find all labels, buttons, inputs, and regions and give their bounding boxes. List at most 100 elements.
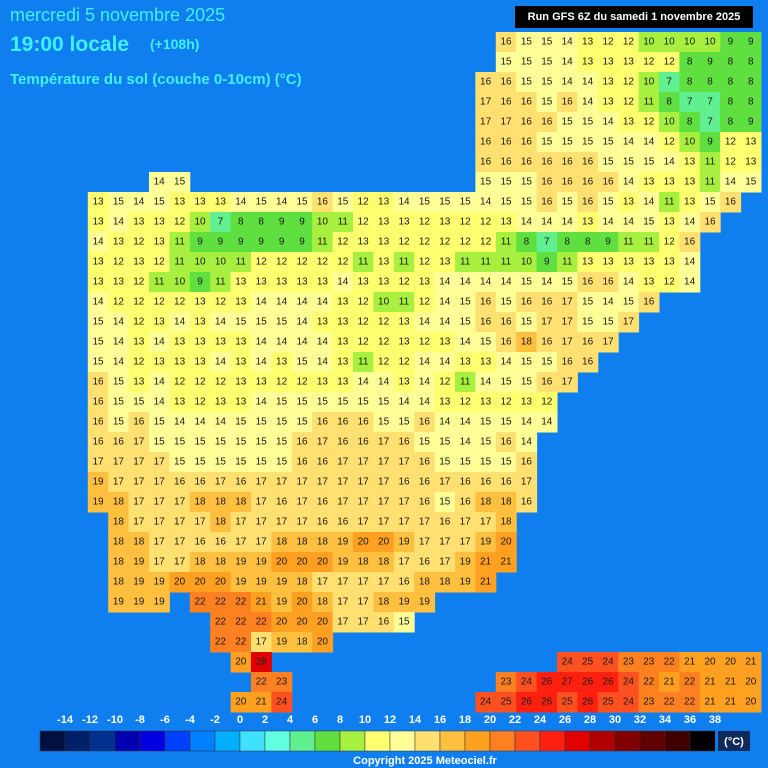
- cell-value: 12: [398, 277, 410, 288]
- grid-cell: [475, 472, 497, 493]
- cell-value: 13: [398, 337, 410, 348]
- cell-value: 24: [602, 657, 614, 668]
- grid-cell: [618, 252, 640, 273]
- grid-cell: [393, 252, 415, 273]
- cell-value: 14: [602, 117, 614, 128]
- grid-cell: [210, 612, 232, 633]
- cell-value: 9: [544, 257, 550, 268]
- cell-value: 16: [378, 617, 390, 628]
- grid-cell: [516, 112, 538, 133]
- cell-value: 13: [684, 177, 696, 188]
- cell-value: 15: [745, 177, 757, 188]
- run-box: [515, 6, 753, 28]
- cell-value: 15: [154, 417, 166, 428]
- cell-value: 18: [500, 517, 512, 528]
- grid-cell: [332, 292, 354, 313]
- grid-cell: [271, 332, 293, 353]
- cell-value: 11: [501, 257, 512, 268]
- cell-value: 17: [562, 377, 574, 388]
- cell-value: 17: [174, 537, 186, 548]
- grid-cell: [291, 192, 313, 213]
- grid-cell: [128, 412, 150, 433]
- grid-cell: [557, 92, 578, 113]
- grid-cell: [638, 272, 660, 293]
- cell-value: 15: [521, 277, 533, 288]
- cell-value: 15: [521, 57, 533, 68]
- cell-value: 14: [113, 317, 125, 328]
- grid-cell: [87, 412, 109, 433]
- cell-value: 14: [113, 217, 125, 228]
- grid-cell: [618, 132, 640, 153]
- cell-value: 17: [378, 517, 390, 528]
- grid-cell: [373, 192, 395, 213]
- grid-cell: [557, 332, 578, 353]
- grid-cell: [210, 532, 232, 553]
- grid-cell: [699, 692, 721, 713]
- cell-value: 12: [623, 77, 635, 88]
- grid-cell: [659, 192, 680, 213]
- grid-cell: [291, 492, 313, 513]
- cell-value: 15: [92, 357, 104, 368]
- cell-value: 14: [256, 357, 268, 368]
- grid-cell: [740, 52, 762, 73]
- grid-cell: [210, 512, 232, 533]
- grid-cell: [679, 232, 701, 253]
- cell-value: 16: [541, 157, 553, 168]
- grid-cell: [414, 352, 436, 373]
- grid-cell: [271, 352, 293, 373]
- grid-cell: [475, 112, 497, 133]
- grid-cell: [557, 172, 578, 193]
- unit-box: [718, 731, 750, 751]
- cell-value: 15: [317, 397, 329, 408]
- grid-cell: [373, 252, 395, 273]
- grid-cell: [740, 32, 762, 53]
- cell-value: 14: [521, 217, 533, 228]
- cell-value: 15: [541, 97, 553, 108]
- cell-value: 18: [317, 597, 329, 608]
- grid-cell: [516, 212, 538, 233]
- cell-value: 13: [439, 337, 451, 348]
- grid-cell: [638, 692, 660, 713]
- grid-cell: [455, 492, 476, 513]
- grid-cell: [516, 292, 538, 313]
- grid-cell: [393, 552, 415, 573]
- cell-value: 15: [235, 457, 247, 468]
- cell-value: 15: [419, 197, 431, 208]
- grid-cell: [638, 672, 660, 693]
- grid-cell: [597, 52, 619, 73]
- grid-cell: [495, 192, 517, 213]
- cell-value: 12: [419, 217, 431, 228]
- colorbar-tick-label: 12: [384, 714, 396, 726]
- grid-cell: [414, 192, 436, 213]
- cell-value: 24: [623, 697, 635, 708]
- grid-cell: [230, 592, 252, 613]
- cell-value: 14: [439, 357, 451, 368]
- grid-cell: [720, 172, 742, 193]
- cell-value: 18: [113, 497, 125, 508]
- cell-value: 24: [562, 657, 574, 668]
- grid-cell: [495, 212, 517, 233]
- cell-value: 16: [296, 437, 308, 448]
- grid-cell: [210, 492, 232, 513]
- colorbar-tick-label: 22: [509, 714, 521, 726]
- grid-cell: [434, 432, 456, 453]
- cell-value: 15: [521, 37, 533, 48]
- cell-value: 16: [92, 377, 104, 388]
- cell-value: 18: [194, 557, 206, 568]
- cell-value: 13: [113, 237, 125, 248]
- grid-cell: [251, 472, 272, 493]
- cell-value: 13: [92, 277, 104, 288]
- cell-value: 14: [480, 277, 492, 288]
- grid-cell: [475, 172, 497, 193]
- colorbar-swatch: [614, 730, 641, 752]
- cell-value: 13: [215, 337, 227, 348]
- colorbar-swatch: [464, 730, 491, 752]
- grid-cell: [128, 312, 150, 333]
- cell-value: 16: [582, 277, 594, 288]
- grid-cell: [720, 192, 742, 213]
- grid-cell: [149, 512, 170, 533]
- grid-cell: [373, 512, 395, 533]
- grid-cell: [699, 652, 721, 673]
- grid-cell: [251, 452, 272, 473]
- cell-value: 15: [521, 357, 533, 368]
